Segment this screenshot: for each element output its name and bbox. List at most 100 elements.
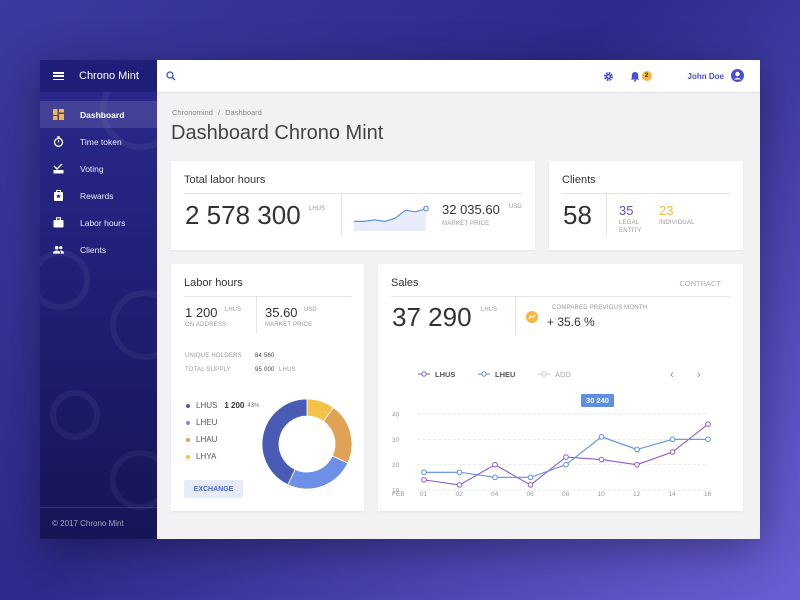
data-point-lhus xyxy=(527,482,534,488)
x-tick-label: 08 xyxy=(562,491,570,498)
x-tick-label: 12 xyxy=(633,491,641,498)
legend-item-lhus: LHUS 1 200 43% xyxy=(186,401,259,410)
chevron-right-icon[interactable]: › xyxy=(697,369,701,381)
menu-icon[interactable] xyxy=(53,72,64,80)
y-tick-label: 30 xyxy=(392,437,400,444)
on-address-value: 1 200 xyxy=(185,305,218,320)
donut-slice-lheu xyxy=(287,455,349,490)
chart-tooltip: 30 240 xyxy=(581,394,614,407)
legend-label: LHAU xyxy=(196,435,218,444)
data-point-lheu xyxy=(598,434,605,440)
unique-holders-label: UNIQUE HOLDERS xyxy=(185,353,242,359)
legend-marker-add xyxy=(541,371,547,377)
labor-market-value: 35.60 xyxy=(265,305,298,320)
data-point-lhus xyxy=(705,421,711,427)
x-tick-label: 10 xyxy=(598,491,606,498)
data-point-lheu xyxy=(492,474,498,481)
stopwatch-icon xyxy=(53,136,64,147)
compare-label: COMPARED PREVIOUS MONTH xyxy=(552,305,648,311)
card-title: Labor hours xyxy=(184,277,243,289)
x-tick-label: 06 xyxy=(527,491,535,498)
sidebar-item-dashboard[interactable]: Dashboard xyxy=(40,101,157,128)
data-point-lheu xyxy=(421,469,427,476)
y-tick-label: 20 xyxy=(392,462,400,469)
unique-holders-value: 84 560 xyxy=(255,353,275,359)
x-tick-label: 02 xyxy=(456,491,464,498)
sidebar-item-label: Dashboard xyxy=(80,109,125,120)
exchange-button[interactable]: EXCHANGE xyxy=(184,480,243,498)
app-window: Chrono Mint Dashboard Time token Voting xyxy=(40,60,760,539)
notifications[interactable]: 2 xyxy=(630,71,652,82)
legend-item-lheu: LHEU xyxy=(186,418,217,427)
page-title: Dashboard Chrono Mint xyxy=(171,122,384,144)
sidebar-item-label: Voting xyxy=(80,163,104,174)
legend-label: LHYA xyxy=(196,452,217,461)
chevron-left-icon[interactable]: ‹ xyxy=(670,369,674,381)
donut-slice-lhus xyxy=(261,398,308,486)
card-title: Clients xyxy=(562,174,596,186)
on-address-label: ON ADDRESS xyxy=(185,322,227,328)
legend-marker-lheu xyxy=(481,371,487,377)
sales-line-chart: LHUS LHEU ADD ‹ › 10 20 30 40 FEB 01 02 04 06 08 10 12 14… xyxy=(392,369,712,498)
legend-label-lheu: LHEU xyxy=(495,370,515,379)
sidebar-item-labor-hours[interactable]: Labor hours xyxy=(40,209,157,236)
legal-entity-label-2: ENTITY xyxy=(619,228,642,234)
data-point-lhus xyxy=(669,449,676,455)
avatar-icon xyxy=(731,68,744,84)
data-point-lhus xyxy=(598,456,605,463)
total-labor-card: Total labor hours 2 578 300 LHUS 32 035.… xyxy=(171,161,535,250)
total-labor-value: 2 578 300 xyxy=(185,200,301,230)
clients-total: 58 xyxy=(563,200,592,230)
sidebar-menu: Dashboard Time token Voting Rewards xyxy=(40,101,157,263)
rewards-icon xyxy=(53,190,64,201)
sidebar-item-label: Time token xyxy=(80,136,122,147)
total-supply-label: TOTAL SUPPLY xyxy=(185,367,231,373)
sidebar-item-label: Rewards xyxy=(80,190,114,201)
sales-unit: LHUS xyxy=(481,307,498,313)
breadcrumb-separator: / xyxy=(217,108,221,117)
legend-value: 1 200 xyxy=(224,401,245,410)
breadcrumb-root[interactable]: Chronomind xyxy=(172,108,213,117)
sidebar-item-time-token[interactable]: Time token xyxy=(40,128,157,155)
sidebar-item-rewards[interactable]: Rewards xyxy=(40,182,157,209)
trend-icon xyxy=(526,310,538,328)
contract-tab[interactable]: CONTRACT xyxy=(679,279,721,288)
breadcrumb: Chronomind / Dashboard xyxy=(172,108,262,117)
legal-entity-label: LEGAL xyxy=(619,220,640,226)
data-point-lheu xyxy=(456,469,463,476)
sparkline-point xyxy=(423,205,429,212)
total-supply-unit: LHUS xyxy=(279,367,296,373)
sparkline-line xyxy=(354,208,427,223)
voting-icon xyxy=(53,163,64,174)
market-value: 32 035.60 xyxy=(442,202,500,217)
donut-slice-lhau xyxy=(322,407,353,464)
user-menu[interactable]: John Doe xyxy=(688,68,744,84)
x-tick-label: 01 xyxy=(420,491,428,498)
legend-pct: 43% xyxy=(247,402,260,409)
sales-card: Sales CONTRACT 37 290 LHUS COMPARED PREV… xyxy=(378,264,743,511)
search-icon[interactable] xyxy=(166,71,176,81)
data-point-lhus xyxy=(492,461,498,468)
data-point-lheu xyxy=(634,446,640,453)
sidebar-item-clients[interactable]: Clients xyxy=(40,236,157,263)
market-unit: USD xyxy=(509,204,522,210)
labor-market-unit: USD xyxy=(304,307,317,313)
legend-marker-lhus xyxy=(421,371,427,377)
data-point-lheu xyxy=(669,436,676,443)
y-tick-label: 10 xyxy=(392,488,400,495)
total-labor-unit: LHUS xyxy=(309,206,326,212)
legend-label: LHEU xyxy=(196,418,218,427)
app-title: Chrono Mint xyxy=(79,70,139,82)
data-point-lheu xyxy=(527,474,534,481)
topbar: 2 John Doe xyxy=(157,60,760,92)
individual-label: INDIVIDUAL xyxy=(659,220,695,226)
legend-label: LHUS xyxy=(196,401,218,410)
sidebar-item-label: Labor hours xyxy=(80,217,126,228)
sidebar-item-voting[interactable]: Voting xyxy=(40,155,157,182)
breadcrumb-current: Dashboard xyxy=(225,108,262,117)
bell-icon xyxy=(630,71,640,82)
notification-badge: 2 xyxy=(641,71,652,81)
legend-label-lhus: LHUS xyxy=(435,370,455,379)
briefcase-icon xyxy=(53,217,64,228)
gear-icon[interactable] xyxy=(603,71,614,82)
